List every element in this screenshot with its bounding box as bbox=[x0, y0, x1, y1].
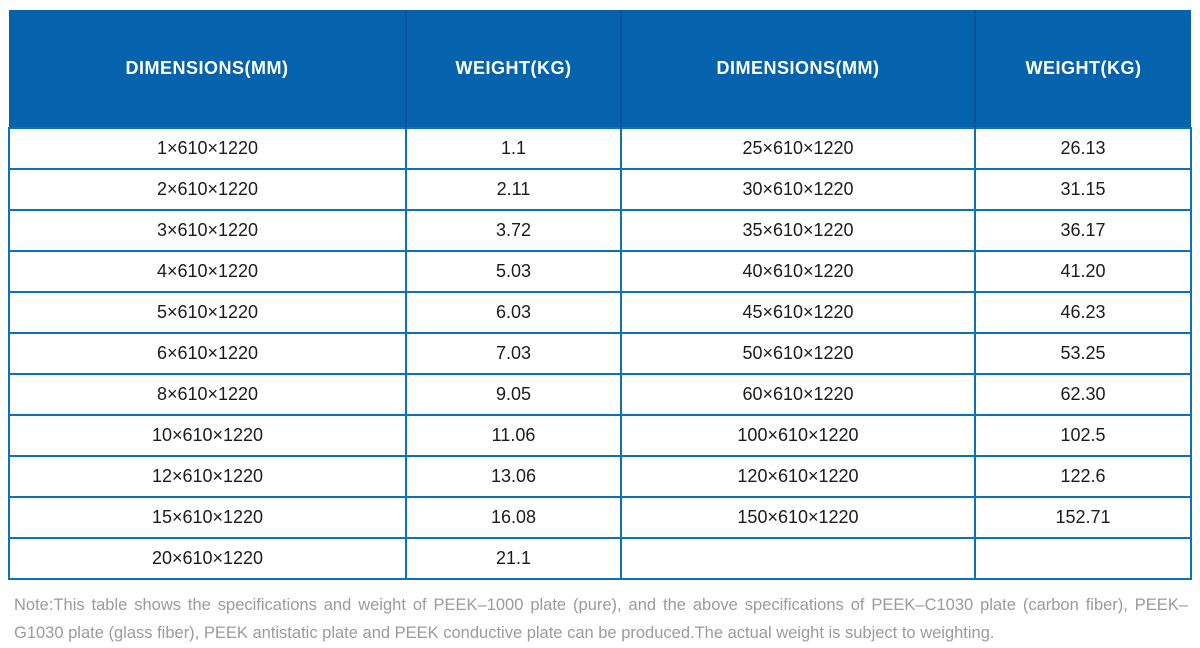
table-cell: 16.08 bbox=[405, 496, 622, 539]
table-cell: 1.1 bbox=[405, 127, 622, 170]
table-cell: 25×610×1220 bbox=[620, 127, 976, 170]
table-cell: 13.06 bbox=[405, 455, 622, 498]
table-cell: 15×610×1220 bbox=[8, 496, 407, 539]
table-cell: 60×610×1220 bbox=[620, 373, 976, 416]
table-cell: 102.5 bbox=[974, 414, 1192, 457]
header-weight-left: WEIGHT(KG) bbox=[405, 10, 621, 128]
table-row: 10×610×1220 11.06 100×610×1220 102.5 bbox=[8, 414, 1192, 457]
table-cell: 6.03 bbox=[405, 291, 622, 334]
table-row: 8×610×1220 9.05 60×610×1220 62.30 bbox=[8, 373, 1192, 416]
table-cell: 2×610×1220 bbox=[8, 168, 407, 211]
header-weight-right: WEIGHT(KG) bbox=[974, 10, 1191, 128]
table-cell: 53.25 bbox=[974, 332, 1192, 375]
table-cell: 5×610×1220 bbox=[8, 291, 407, 334]
table-cell: 150×610×1220 bbox=[620, 496, 976, 539]
table-row: 1×610×1220 1.1 25×610×1220 26.13 bbox=[8, 127, 1192, 170]
table-cell: 120×610×1220 bbox=[620, 455, 976, 498]
note-text: Note:This table shows the specifications… bbox=[14, 596, 1188, 642]
table-cell: 35×610×1220 bbox=[620, 209, 976, 252]
table-header: DIMENSIONS(MM) WEIGHT(KG) DIMENSIONS(MM)… bbox=[9, 10, 1191, 128]
table-cell: 21.1 bbox=[405, 537, 622, 580]
header-row: DIMENSIONS(MM) WEIGHT(KG) DIMENSIONS(MM)… bbox=[9, 10, 1191, 128]
table-cell: 40×610×1220 bbox=[620, 250, 976, 293]
spec-table: DIMENSIONS(MM) WEIGHT(KG) DIMENSIONS(MM)… bbox=[8, 10, 1192, 580]
table-cell: 7.03 bbox=[405, 332, 622, 375]
header-dimensions-left: DIMENSIONS(MM) bbox=[9, 10, 406, 128]
table-cell: 50×610×1220 bbox=[620, 332, 976, 375]
table-cell: 100×610×1220 bbox=[620, 414, 976, 457]
table-body: 1×610×1220 1.1 25×610×1220 26.13 2×610×1220 2… bbox=[8, 127, 1192, 580]
table-cell: 9.05 bbox=[405, 373, 622, 416]
table-cell: 46.23 bbox=[974, 291, 1192, 334]
table-cell: 152.71 bbox=[974, 496, 1192, 539]
table-cell: 3.72 bbox=[405, 209, 622, 252]
table-row: 6×610×1220 7.03 50×610×1220 53.25 bbox=[8, 332, 1192, 375]
table-cell: 5.03 bbox=[405, 250, 622, 293]
table-cell: 62.30 bbox=[974, 373, 1192, 416]
table-cell: 36.17 bbox=[974, 209, 1192, 252]
table-cell: 12×610×1220 bbox=[8, 455, 407, 498]
table-cell: 6×610×1220 bbox=[8, 332, 407, 375]
table-cell: 122.6 bbox=[974, 455, 1192, 498]
table-row: 3×610×1220 3.72 35×610×1220 36.17 bbox=[8, 209, 1192, 252]
table-cell: 41.20 bbox=[974, 250, 1192, 293]
table-row: 4×610×1220 5.03 40×610×1220 41.20 bbox=[8, 250, 1192, 293]
table-cell bbox=[620, 537, 976, 580]
table-cell: 1×610×1220 bbox=[8, 127, 407, 170]
table-row: 20×610×1220 21.1 bbox=[8, 537, 1192, 580]
table-cell: 4×610×1220 bbox=[8, 250, 407, 293]
header-dimensions-right: DIMENSIONS(MM) bbox=[620, 10, 975, 128]
table-cell: 8×610×1220 bbox=[8, 373, 407, 416]
table-cell: 20×610×1220 bbox=[8, 537, 407, 580]
table-cell: 45×610×1220 bbox=[620, 291, 976, 334]
table-cell: 3×610×1220 bbox=[8, 209, 407, 252]
table-row: 12×610×1220 13.06 120×610×1220 122.6 bbox=[8, 455, 1192, 498]
table-cell: 30×610×1220 bbox=[620, 168, 976, 211]
table-cell: 11.06 bbox=[405, 414, 622, 457]
table-cell: 31.15 bbox=[974, 168, 1192, 211]
table-row: 15×610×1220 16.08 150×610×1220 152.71 bbox=[8, 496, 1192, 539]
table-cell bbox=[974, 537, 1192, 580]
table-row: 5×610×1220 6.03 45×610×1220 46.23 bbox=[8, 291, 1192, 334]
table-row: 2×610×1220 2.11 30×610×1220 31.15 bbox=[8, 168, 1192, 211]
table-cell: 2.11 bbox=[405, 168, 622, 211]
table-cell: 10×610×1220 bbox=[8, 414, 407, 457]
table-cell: 26.13 bbox=[974, 127, 1192, 170]
